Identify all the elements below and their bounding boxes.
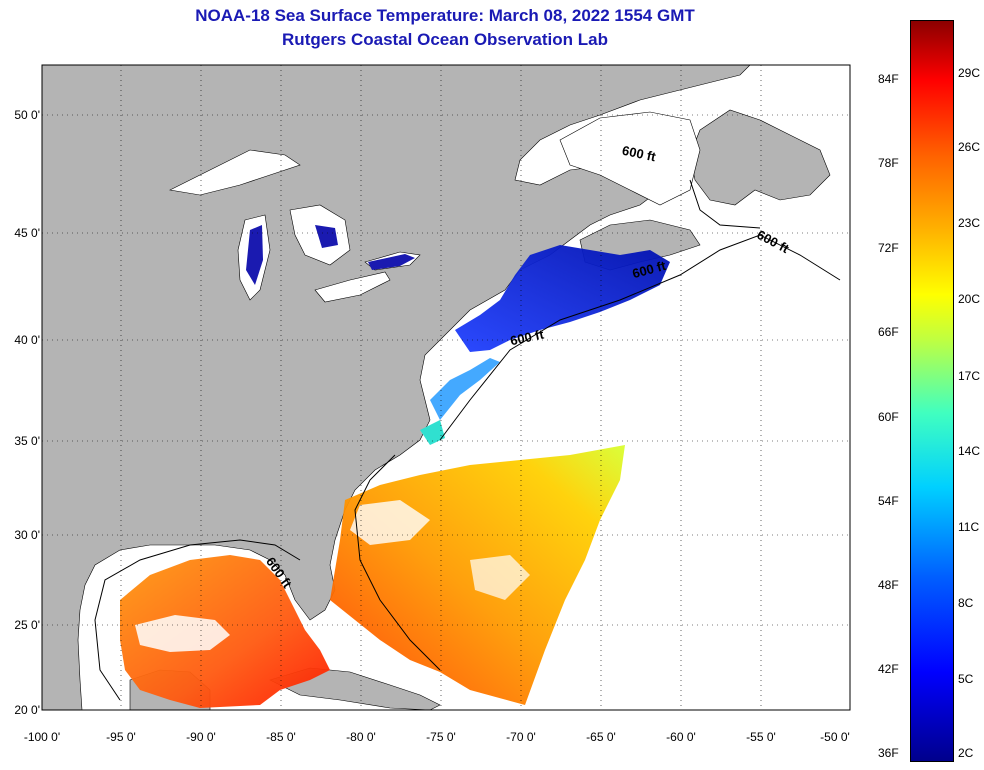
lon-label: -65 0': [586, 730, 616, 744]
lon-label: -55 0': [746, 730, 776, 744]
colorbar-f-label: 54F: [878, 494, 899, 508]
colorbar-f-label: 72F: [878, 241, 899, 255]
colorbar-f-label: 42F: [878, 662, 899, 676]
lat-label: 30 0': [14, 528, 40, 542]
colorbar-c-label: 20C: [958, 292, 981, 306]
lon-label: -90 0': [186, 730, 216, 744]
temperature-colorbar: [910, 20, 954, 762]
colorbar-c-label: 5C: [958, 672, 974, 686]
colorbar-f-label: 66F: [878, 325, 899, 339]
lat-label: 45 0': [14, 226, 40, 240]
lon-label: -85 0': [266, 730, 296, 744]
land-north-america: [41, 64, 751, 711]
colorbar-f-label: 48F: [878, 578, 899, 592]
lon-label: -95 0': [106, 730, 136, 744]
lat-label: 50 0': [14, 108, 40, 122]
lon-label: -80 0': [346, 730, 376, 744]
colorbar-c-label: 14C: [958, 444, 981, 458]
sst-gulf-of-maine: [455, 245, 670, 352]
contour-600ft: [94, 179, 841, 701]
lat-label: 20 0': [14, 703, 40, 717]
colorbar-f-label: 60F: [878, 410, 899, 424]
sst-mid-atlantic: [430, 358, 500, 420]
colorbar-c-label: 17C: [958, 369, 981, 383]
colorbar-c-label: 8C: [958, 596, 974, 610]
lake-superior: [169, 149, 301, 196]
colorbar-c-label: 2C: [958, 746, 974, 760]
gulf-st-lawrence: [559, 111, 701, 206]
lat-label: 40 0': [14, 333, 40, 347]
lake-erie: [314, 271, 391, 303]
colorbar-f-label: 84F: [878, 72, 899, 86]
lon-label: -50 0': [820, 730, 850, 744]
lon-label: -60 0': [666, 730, 696, 744]
map-title-line2: Rutgers Coastal Ocean Observation Lab: [282, 30, 608, 49]
land-newfoundland: [689, 109, 831, 206]
colorbar-c-label: 26C: [958, 140, 981, 154]
lon-label: -100 0': [23, 730, 61, 744]
lon-label: -70 0': [506, 730, 536, 744]
lon-label: -75 0': [426, 730, 456, 744]
colorbar-c-label: 29C: [958, 66, 981, 80]
colorbar-f-label: 78F: [878, 156, 899, 170]
colorbar-f-label: 36F: [878, 746, 899, 760]
colorbar-c-label: 23C: [958, 216, 981, 230]
colorbar-c-label: 11C: [958, 520, 980, 534]
lat-label: 25 0': [14, 618, 40, 632]
lat-label: 35 0': [14, 434, 40, 448]
map-title-line1: NOAA-18 Sea Surface Temperature: March 0…: [195, 6, 695, 25]
